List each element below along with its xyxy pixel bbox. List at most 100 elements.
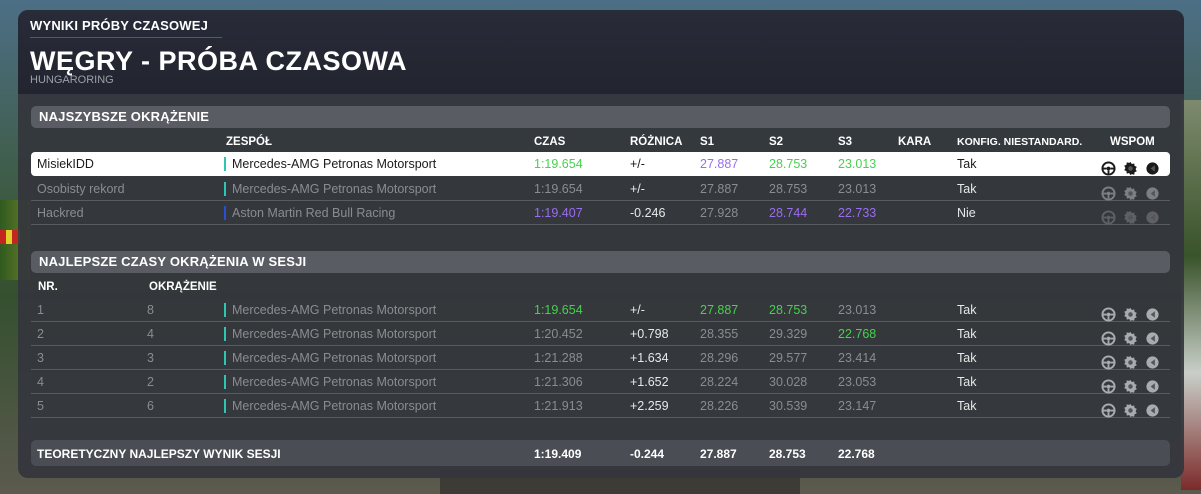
brake-assist-icon — [1145, 307, 1160, 322]
sector-3: 23.053 — [838, 375, 877, 389]
position-number: 3 — [37, 351, 44, 365]
col-lap: OKRĄŻENIE — [149, 281, 217, 293]
sector-2: 30.028 — [769, 375, 808, 389]
col-number: NR. — [38, 281, 58, 293]
gear-icon — [1123, 379, 1138, 394]
fastest-lap-row[interactable]: Osobisty rekord Mercedes-AMG Petronas Mot… — [31, 177, 1170, 201]
brake-assist-icon — [1145, 403, 1160, 418]
lap-diff: +0.798 — [630, 327, 669, 341]
sector-2: 28.753 — [769, 182, 808, 196]
lap-diff: +1.652 — [630, 375, 669, 389]
session-lap-row[interactable]: 3 3 Mercedes-AMG Petronas Motorsport 1:21.2… — [31, 346, 1170, 370]
brake-assist-icon — [1145, 186, 1160, 201]
team-name: Mercedes-AMG Petronas Motorsport — [224, 303, 436, 317]
team-name: Mercedes-AMG Petronas Motorsport — [224, 399, 436, 413]
assist-icons — [1101, 156, 1167, 176]
lap-diff: +/- — [630, 157, 645, 171]
lap-number: 2 — [147, 375, 154, 389]
sector-3: 23.013 — [838, 303, 877, 317]
header-supertitle: WYNIKI PRÓBY CZASOWEJ — [30, 18, 209, 33]
lap-time: 1:19.407 — [534, 206, 583, 220]
steering-assist-icon — [1101, 355, 1116, 370]
col-penalty: KARA — [898, 136, 932, 148]
session-lap-row[interactable]: 5 6 Mercedes-AMG Petronas Motorsport 1:21.9… — [31, 394, 1170, 418]
position-number: 4 — [37, 375, 44, 389]
session-lap-row[interactable]: 1 8 Mercedes-AMG Petronas Motorsport 1:19.6… — [31, 298, 1170, 322]
sector-1: 27.887 — [700, 182, 739, 196]
col-diff: RÓŻNICA — [630, 136, 683, 148]
theoretical-time: 1:19.409 — [534, 447, 582, 461]
lap-time: 1:19.654 — [534, 157, 583, 171]
gear-icon — [1123, 355, 1138, 370]
assist-icons — [1101, 350, 1167, 370]
lap-diff: -0.246 — [630, 206, 666, 220]
theoretical-best-bar: TEORETYCZNY NAJLEPSZY WYNIK SESJI 1:19.4… — [31, 440, 1170, 466]
section-session-laps: NAJLEPSZE CZASY OKRĄŻENIA W SESJI — [31, 251, 1170, 273]
steering-assist-icon — [1101, 210, 1116, 225]
lap-diff: +1.634 — [630, 351, 669, 365]
lap-time: 1:21.913 — [534, 399, 583, 413]
theoretical-label: TEORETYCZNY NAJLEPSZY WYNIK SESJI — [37, 447, 281, 461]
session-lap-row[interactable]: 4 2 Mercedes-AMG Petronas Motorsport 1:21.3… — [31, 370, 1170, 394]
theoretical-diff: -0.244 — [630, 447, 665, 461]
custom-config: Tak — [957, 157, 977, 171]
fastest-lap-row[interactable]: Hackred Aston Martin Red Bull Racing 1:19.… — [31, 201, 1170, 225]
col-team: ZESPÓŁ — [226, 136, 273, 148]
header-accent-line — [30, 37, 222, 38]
driver-name: Osobisty rekord — [37, 182, 125, 196]
sector-3: 23.013 — [838, 157, 877, 171]
assist-icons — [1101, 326, 1167, 346]
steering-assist-icon — [1101, 161, 1116, 176]
gear-icon — [1123, 331, 1138, 346]
results-header: WYNIKI PRÓBY CZASOWEJ WĘGRY - PRÓBA CZAS… — [18, 10, 1184, 94]
theoretical-s1: 27.887 — [700, 447, 737, 461]
brake-assist-icon — [1145, 161, 1160, 176]
custom-config: Tak — [957, 399, 977, 413]
sector-1: 27.887 — [700, 303, 739, 317]
assist-icons — [1101, 398, 1167, 418]
custom-config: Nie — [957, 206, 976, 220]
sector-1: 28.296 — [700, 351, 739, 365]
lap-time: 1:19.654 — [534, 182, 583, 196]
fastest-lap-row[interactable]: MisiekIDD Mercedes-AMG Petronas Motorspor… — [31, 152, 1170, 176]
lap-diff: +/- — [630, 303, 645, 317]
sector-3: 22.768 — [838, 327, 877, 341]
col-time: CZAS — [534, 136, 566, 148]
steering-assist-icon — [1101, 186, 1116, 201]
position-number: 5 — [37, 399, 44, 413]
session-column-headers: NR. OKRĄŻENIE — [18, 279, 1184, 297]
lap-diff: +2.259 — [630, 399, 669, 413]
sector-1: 27.887 — [700, 157, 739, 171]
col-s3: S3 — [838, 136, 853, 148]
team-name: Aston Martin Red Bull Racing — [224, 206, 395, 220]
lap-diff: +/- — [630, 182, 645, 196]
theoretical-s2: 28.753 — [769, 447, 806, 461]
sector-2: 30.539 — [769, 399, 808, 413]
sector-1: 27.928 — [700, 206, 739, 220]
assist-icons — [1101, 302, 1167, 322]
team-name: Mercedes-AMG Petronas Motorsport — [224, 327, 436, 341]
theoretical-s3: 22.768 — [838, 447, 875, 461]
position-number: 2 — [37, 327, 44, 341]
lap-number: 6 — [147, 399, 154, 413]
page-title: WĘGRY - PRÓBA CZASOWA — [30, 46, 408, 76]
session-lap-row[interactable]: 2 4 Mercedes-AMG Petronas Motorsport 1:20.4… — [31, 322, 1170, 346]
sector-1: 28.224 — [700, 375, 739, 389]
custom-config: Tak — [957, 375, 977, 389]
steering-assist-icon — [1101, 379, 1116, 394]
brake-assist-icon — [1145, 331, 1160, 346]
lap-number: 8 — [147, 303, 154, 317]
col-assists: WSPOM — [1110, 136, 1155, 148]
fastest-column-headers: ZESPÓŁ CZAS RÓŻNICA S1 S2 S3 KARA KONFIG… — [18, 134, 1184, 152]
assist-icons — [1101, 181, 1167, 201]
gear-icon — [1123, 161, 1138, 176]
position-number: 1 — [37, 303, 44, 317]
custom-config: Tak — [957, 303, 977, 317]
track-name: HUNGARORING — [30, 74, 114, 86]
sector-2: 29.577 — [769, 351, 808, 365]
brake-assist-icon — [1145, 355, 1160, 370]
sector-1: 28.355 — [700, 327, 739, 341]
brake-assist-icon — [1145, 379, 1160, 394]
steering-assist-icon — [1101, 307, 1116, 322]
driver-name: MisiekIDD — [37, 157, 94, 171]
